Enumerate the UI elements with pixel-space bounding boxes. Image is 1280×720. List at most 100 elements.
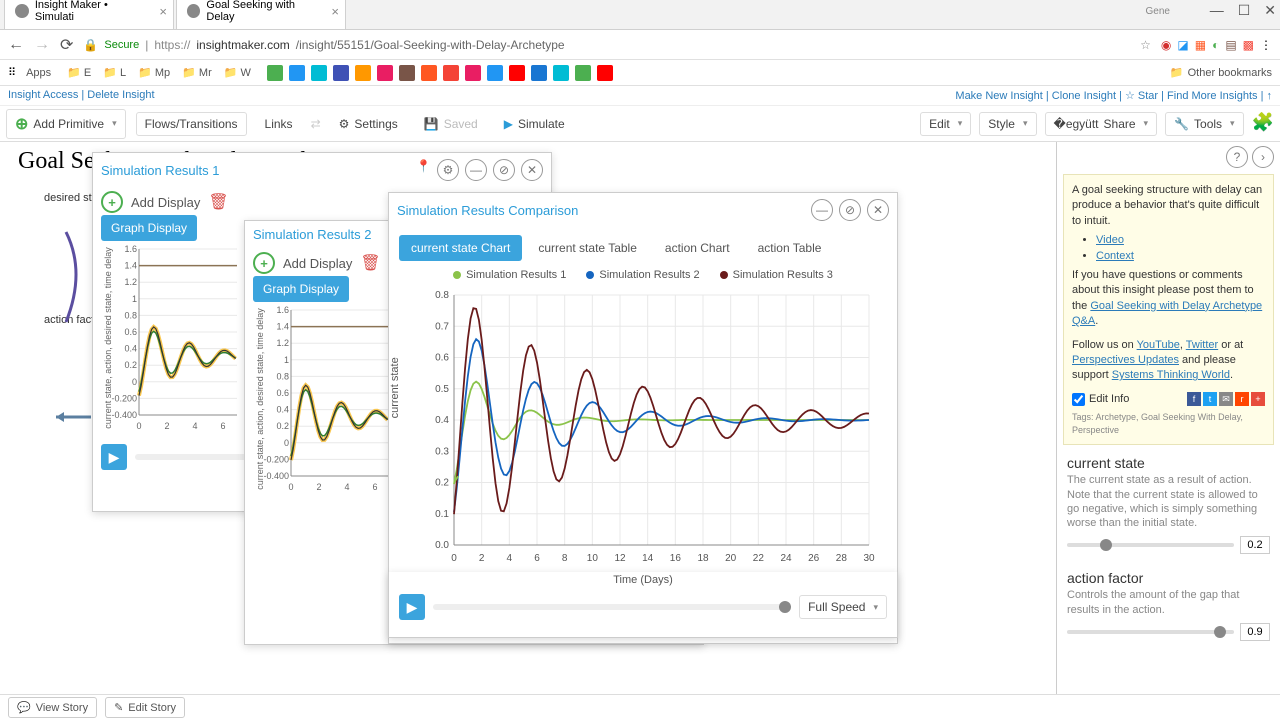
tab-current-table[interactable]: current state Table <box>526 235 649 261</box>
svg-text:current state, action, desired: current state, action, desired state, ti… <box>103 247 113 429</box>
control-desc: Controls the amount of the gap that resu… <box>1067 588 1270 617</box>
tags: Tags: Archetype, Goal Seeking With Delay… <box>1072 411 1265 436</box>
back-button[interactable]: ← <box>8 36 24 54</box>
tab-current-chart[interactable]: current state Chart <box>399 235 522 261</box>
add-display-button[interactable]: +Add Display <box>253 252 352 274</box>
window-maximize-icon[interactable]: ☐ <box>1238 2 1251 19</box>
svg-text:14: 14 <box>642 553 654 564</box>
add-primitive-button[interactable]: ⊕Add Primitive▾ <box>6 109 126 139</box>
svg-text:0.4: 0.4 <box>124 344 137 354</box>
qa-link[interactable]: Goal Seeking with Delay Archetype Q&A <box>1072 300 1262 327</box>
svg-text:4: 4 <box>192 421 197 431</box>
svg-text:4: 4 <box>344 482 349 492</box>
help-icon[interactable]: ? <box>1226 146 1248 168</box>
svg-text:1.4: 1.4 <box>276 322 289 332</box>
settings-button[interactable]: ⚙Settings <box>331 113 406 135</box>
star-icon[interactable]: ☆ <box>1140 38 1151 52</box>
apps-label[interactable]: Apps <box>26 67 51 79</box>
trash-icon[interactable]: 🗑 <box>208 192 228 212</box>
svg-text:-0.400: -0.400 <box>111 410 137 420</box>
saved-button: 💾Saved <box>416 113 486 135</box>
gear-icon[interactable]: ⚙ <box>437 159 459 181</box>
browser-tab-2[interactable]: Goal Seeking with Delay× <box>176 0 346 29</box>
svg-text:-0.200: -0.200 <box>111 393 137 403</box>
window-minimize-icon[interactable]: — <box>1210 2 1224 19</box>
play-button[interactable]: ▶ <box>101 444 127 470</box>
browser-tab-1[interactable]: Insight Maker • Simulati× <box>4 0 174 29</box>
pin-icon[interactable]: 📍 <box>416 159 431 181</box>
control-desc: The current state as a result of action.… <box>1067 473 1270 530</box>
video-link[interactable]: Video <box>1096 234 1124 246</box>
control-title: action factor <box>1067 570 1270 586</box>
tab-action-chart[interactable]: action Chart <box>653 235 742 261</box>
svg-text:24: 24 <box>780 553 792 564</box>
time-label: Time (Days) <box>389 572 897 588</box>
svg-text:26: 26 <box>808 553 820 564</box>
minimize-icon[interactable]: — <box>465 159 487 181</box>
edit-button[interactable]: Edit▾ <box>920 112 971 136</box>
timeline-slider[interactable] <box>433 604 791 610</box>
svg-text:1.6: 1.6 <box>124 244 137 254</box>
svg-text:2: 2 <box>479 553 485 564</box>
control-title: current state <box>1067 455 1270 471</box>
social-icons[interactable]: ft✉r+ <box>1187 392 1265 406</box>
mini-chart-1: 1.61.41.210.80.60.40.20-0.200-0.4000246c… <box>101 243 241 433</box>
svg-text:0.7: 0.7 <box>435 321 449 332</box>
svg-text:1.6: 1.6 <box>276 305 289 315</box>
graph-display-button[interactable]: Graph Display <box>101 215 197 241</box>
close-icon[interactable]: ✕ <box>521 159 543 181</box>
mini-chart-2: 1.61.41.210.80.60.40.20-0.200-0.4000246c… <box>253 304 393 494</box>
minimize-icon[interactable]: — <box>811 199 833 221</box>
svg-text:1: 1 <box>284 355 289 365</box>
speed-select[interactable]: Full Speed▾ <box>799 595 887 619</box>
context-link[interactable]: Context <box>1096 250 1134 262</box>
insight-actions-links[interactable]: Make New Insight | Clone Insight | ☆ Sta… <box>955 89 1272 102</box>
detach-icon[interactable]: ⊘ <box>493 159 515 181</box>
close-icon[interactable]: ✕ <box>867 199 889 221</box>
svg-text:1: 1 <box>132 294 137 304</box>
lock-icon: 🔒 <box>83 38 98 52</box>
slider[interactable] <box>1067 630 1234 634</box>
comparison-chart: 0.80.70.60.50.40.30.20.10.00246810121416… <box>419 285 887 600</box>
address-bar[interactable]: 🔒 Secure | https://insightmaker.com/insi… <box>83 38 1130 52</box>
chevron-right-icon[interactable]: › <box>1252 146 1274 168</box>
reload-button[interactable]: ⟳ <box>60 35 73 55</box>
svg-text:0: 0 <box>132 377 137 387</box>
simulate-button[interactable]: ▶Simulate <box>496 113 573 135</box>
svg-text:6: 6 <box>534 553 540 564</box>
edit-info-checkbox[interactable] <box>1072 393 1085 406</box>
insight-access-links[interactable]: Insight Access | Delete Insight <box>8 89 155 102</box>
slider[interactable] <box>1067 543 1234 547</box>
extension-icons[interactable]: ◉◪▦◐▤▩⋮ <box>1161 38 1272 52</box>
svg-text:0.2: 0.2 <box>124 360 137 370</box>
slider-value[interactable]: 0.2 <box>1240 536 1270 554</box>
view-story-button[interactable]: 💬View Story <box>8 697 97 718</box>
tools-button[interactable]: 🔧Tools▾ <box>1165 112 1244 136</box>
share-button[interactable]: �együttShare▾ <box>1045 112 1158 136</box>
links-button[interactable]: Links <box>257 113 301 135</box>
trash-icon[interactable]: 🗑 <box>360 253 380 273</box>
style-button[interactable]: Style▾ <box>979 112 1036 136</box>
svg-text:10: 10 <box>587 553 599 564</box>
tab-action-table[interactable]: action Table <box>746 235 834 261</box>
play-button[interactable]: ▶ <box>399 594 425 620</box>
window-close-icon[interactable]: ✕ <box>1264 2 1276 19</box>
other-bookmarks[interactable]: 📁 Other bookmarks <box>1170 66 1272 79</box>
graph-display-button[interactable]: Graph Display <box>253 276 349 302</box>
svg-text:1.2: 1.2 <box>124 277 137 287</box>
forward-button[interactable]: → <box>34 36 50 54</box>
add-display-button[interactable]: +Add Display <box>101 191 200 213</box>
edit-story-button[interactable]: ✎Edit Story <box>105 697 185 718</box>
svg-text:-0.400: -0.400 <box>263 471 289 481</box>
panel-title: Simulation Results 1 <box>101 163 410 178</box>
svg-text:0: 0 <box>288 482 293 492</box>
svg-text:0.6: 0.6 <box>435 353 449 364</box>
svg-text:0.8: 0.8 <box>435 290 449 301</box>
svg-text:22: 22 <box>753 553 765 564</box>
detach-icon[interactable]: ⊘ <box>839 199 861 221</box>
slider-value[interactable]: 0.9 <box>1240 623 1270 641</box>
flows-button[interactable]: Flows/Transitions <box>136 112 247 136</box>
apps-icon[interactable]: ⠿ <box>8 66 16 79</box>
svg-text:16: 16 <box>670 553 682 564</box>
svg-text:6: 6 <box>220 421 225 431</box>
